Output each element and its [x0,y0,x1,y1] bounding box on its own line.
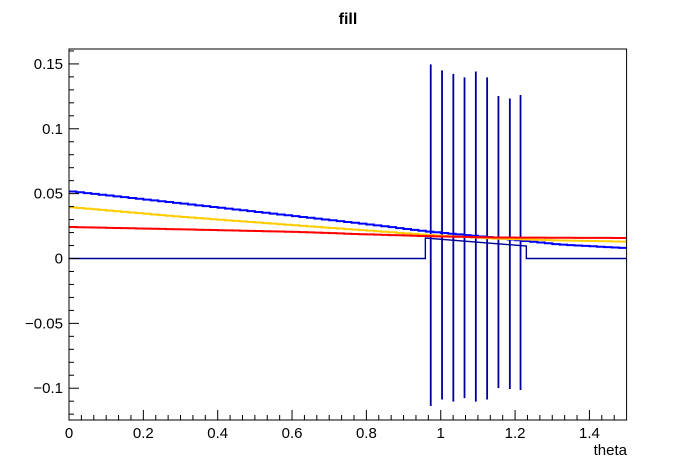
y-tick-label: −0.05 [25,315,63,332]
histogram-layer [69,64,627,406]
x-tick-label: 1 [437,425,445,442]
plot-frame [68,48,628,421]
x-tick-label: 0.2 [133,425,154,442]
x-tick-label: 0 [65,425,73,442]
axes-layer: 0 0.2 0.4 0.6 0.8 1 1.2 1.4 0.15 0.1 0.05 0 −0.05 −0.… [25,48,628,442]
chart-title: fill [339,11,358,28]
curves-layer [69,190,627,249]
y-tick-label: 0.05 [34,186,63,203]
y-tick-label: 0 [55,250,63,267]
red-curve-line [69,226,627,239]
y-tick-label: 0.1 [42,121,63,138]
x-tick-label: 0.8 [356,425,377,442]
x-tick-label: 1.4 [579,425,600,442]
x-axis-title: theta [594,442,628,459]
blue-curve-line [69,190,627,249]
x-tick-label: 0.6 [282,425,303,442]
x-tick-label: 0.4 [207,425,228,442]
x-tick-label: 1.2 [505,425,526,442]
y-tick-label: −0.1 [33,380,63,397]
histogram-outline [69,237,627,260]
yellow-curve-line [69,206,627,243]
y-tick-label: 0.15 [34,56,63,73]
